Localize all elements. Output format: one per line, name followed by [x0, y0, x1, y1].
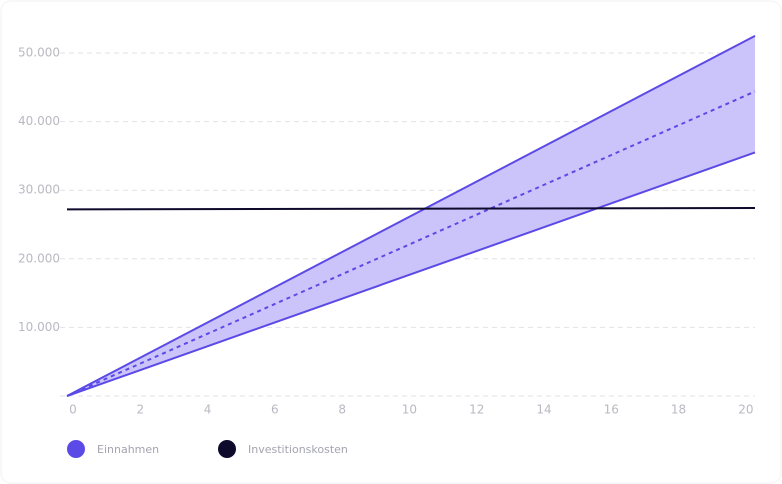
y-tick-label: 50.000: [18, 46, 60, 60]
x-tick-label: 16: [604, 403, 619, 417]
legend-item: Einnahmen: [67, 440, 159, 458]
legend-label: Einnahmen: [97, 443, 159, 456]
y-tick-label: 40.000: [18, 114, 60, 128]
band-upper: [66, 34, 756, 397]
x-tick-label: 10: [402, 403, 417, 417]
x-tick-label: 14: [536, 403, 551, 417]
y-tick-label: 30.000: [18, 183, 60, 197]
line: [66, 207, 756, 211]
legend-label: Investitionskosten: [248, 443, 348, 456]
line-dashed: [66, 90, 756, 397]
x-tick-label: 18: [671, 403, 686, 417]
legend-swatch: [67, 440, 85, 458]
x-tick-label: 4: [204, 403, 212, 417]
x-tick-label: 20: [738, 403, 753, 417]
x-tick-label: 12: [469, 403, 484, 417]
x-tick-label: 2: [136, 403, 144, 417]
x-tick-label: 0: [69, 403, 77, 417]
x-tick-label: 8: [338, 403, 346, 417]
legend-swatch: [218, 440, 236, 458]
legend-item: Investitionskosten: [218, 440, 348, 458]
band-lower: [66, 151, 756, 397]
y-tick-label: 10.000: [18, 320, 60, 334]
x-tick-label: 6: [271, 403, 279, 417]
y-tick-label: 20.000: [18, 251, 60, 265]
